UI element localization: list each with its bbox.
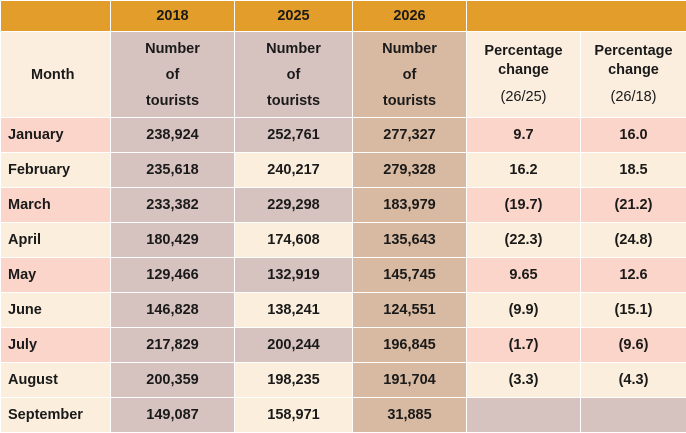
pct-change-26-25-cell: (19.7) bbox=[467, 188, 581, 223]
pct-change-26-25-cell: 9.65 bbox=[467, 258, 581, 293]
table-row: January 238,924 252,761 277,327 9.7 16.0 bbox=[1, 118, 686, 153]
tourists-2026-cell: 183,979 bbox=[353, 188, 467, 223]
tourists-2026-cell: 135,643 bbox=[353, 223, 467, 258]
pct-change-26-25-cell: 16.2 bbox=[467, 153, 581, 188]
tourists-2026-cell: 31,885 bbox=[353, 398, 467, 433]
table-row: February 235,618 240,217 279,328 16.2 18… bbox=[1, 153, 686, 188]
pct-change-26-25-cell: (3.3) bbox=[467, 363, 581, 398]
header-line: Percentage change bbox=[484, 43, 562, 78]
tourists-2018-cell: 129,466 bbox=[111, 258, 235, 293]
blank-header-cell bbox=[467, 1, 686, 32]
tourists-2026-header: Number of tourists bbox=[353, 32, 467, 118]
tourists-2025-header: Number of tourists bbox=[235, 32, 353, 118]
tourists-2025-cell: 198,235 bbox=[235, 363, 353, 398]
tourists-2026-cell: 279,328 bbox=[353, 153, 467, 188]
header-subline: (26/25) bbox=[467, 88, 580, 107]
tourists-2018-cell: 217,829 bbox=[111, 328, 235, 363]
header-line: of bbox=[403, 67, 417, 83]
pct-change-26-18-cell: (24.8) bbox=[581, 223, 686, 258]
table-row: August 200,359 198,235 191,704 (3.3) (4.… bbox=[1, 363, 686, 398]
pct-change-26-18-header: Percentage change (26/18) bbox=[581, 32, 686, 118]
pct-change-26-25-cell: (22.3) bbox=[467, 223, 581, 258]
table-row: July 217,829 200,244 196,845 (1.7) (9.6) bbox=[1, 328, 686, 363]
header-line: tourists bbox=[383, 93, 436, 109]
pct-change-26-18-cell: (9.6) bbox=[581, 328, 686, 363]
tourists-2025-cell: 252,761 bbox=[235, 118, 353, 153]
tourists-2018-cell: 238,924 bbox=[111, 118, 235, 153]
tourists-2025-cell: 138,241 bbox=[235, 293, 353, 328]
table-row: May 129,466 132,919 145,745 9.65 12.6 bbox=[1, 258, 686, 293]
tourists-2018-cell: 235,618 bbox=[111, 153, 235, 188]
pct-change-26-25-cell bbox=[467, 398, 581, 433]
pct-change-26-18-cell: 12.6 bbox=[581, 258, 686, 293]
year-header-row: 2018 2025 2026 bbox=[1, 1, 686, 32]
month-cell: September bbox=[1, 398, 111, 433]
pct-change-26-25-cell: (9.9) bbox=[467, 293, 581, 328]
month-cell: February bbox=[1, 153, 111, 188]
month-cell: May bbox=[1, 258, 111, 293]
tourists-2025-cell: 200,244 bbox=[235, 328, 353, 363]
tourists-2018-cell: 146,828 bbox=[111, 293, 235, 328]
tourists-2025-cell: 229,298 bbox=[235, 188, 353, 223]
tourists-2018-cell: 200,359 bbox=[111, 363, 235, 398]
pct-change-26-18-cell: (21.2) bbox=[581, 188, 686, 223]
tourists-2018-cell: 180,429 bbox=[111, 223, 235, 258]
pct-change-26-18-cell: 18.5 bbox=[581, 153, 686, 188]
tourists-2026-cell: 124,551 bbox=[353, 293, 467, 328]
table-row: March 233,382 229,298 183,979 (19.7) (21… bbox=[1, 188, 686, 223]
year-header-2025: 2025 bbox=[235, 1, 353, 32]
tourists-2025-cell: 240,217 bbox=[235, 153, 353, 188]
table-row: September 149,087 158,971 31,885 bbox=[1, 398, 686, 433]
month-cell: August bbox=[1, 363, 111, 398]
year-header-2018: 2018 bbox=[111, 1, 235, 32]
tourists-2026-cell: 145,745 bbox=[353, 258, 467, 293]
header-line: of bbox=[166, 67, 180, 83]
header-line: tourists bbox=[146, 93, 199, 109]
tourists-2018-cell: 233,382 bbox=[111, 188, 235, 223]
tourists-2018-header: Number of tourists bbox=[111, 32, 235, 118]
month-column-header: Month bbox=[1, 32, 111, 118]
month-cell: July bbox=[1, 328, 111, 363]
blank-header-cell bbox=[1, 1, 111, 32]
tourists-2025-cell: 132,919 bbox=[235, 258, 353, 293]
tourists-2025-cell: 174,608 bbox=[235, 223, 353, 258]
pct-change-26-18-cell: (4.3) bbox=[581, 363, 686, 398]
pct-change-26-18-cell: (15.1) bbox=[581, 293, 686, 328]
month-cell: April bbox=[1, 223, 111, 258]
table-row: June 146,828 138,241 124,551 (9.9) (15.1… bbox=[1, 293, 686, 328]
pct-change-26-25-header: Percentage change (26/25) bbox=[467, 32, 581, 118]
header-line: tourists bbox=[267, 93, 320, 109]
month-cell: March bbox=[1, 188, 111, 223]
header-line: Number bbox=[145, 41, 200, 57]
pct-change-26-18-cell: 16.0 bbox=[581, 118, 686, 153]
month-cell: January bbox=[1, 118, 111, 153]
tourists-2018-cell: 149,087 bbox=[111, 398, 235, 433]
tourists-2026-cell: 277,327 bbox=[353, 118, 467, 153]
pct-change-26-25-cell: 9.7 bbox=[467, 118, 581, 153]
table-row: April 180,429 174,608 135,643 (22.3) (24… bbox=[1, 223, 686, 258]
header-line: Percentage change bbox=[594, 43, 672, 78]
tourists-2026-cell: 196,845 bbox=[353, 328, 467, 363]
tourists-2025-cell: 158,971 bbox=[235, 398, 353, 433]
pct-change-26-25-cell: (1.7) bbox=[467, 328, 581, 363]
month-cell: June bbox=[1, 293, 111, 328]
header-line: of bbox=[287, 67, 301, 83]
header-line: Number bbox=[266, 41, 321, 57]
tourists-2026-cell: 191,704 bbox=[353, 363, 467, 398]
header-subline: (26/18) bbox=[581, 88, 686, 107]
column-header-row: Month Number of tourists Number of touri… bbox=[1, 32, 686, 118]
year-header-2026: 2026 bbox=[353, 1, 467, 32]
pct-change-26-18-cell bbox=[581, 398, 686, 433]
header-line: Number bbox=[382, 41, 437, 57]
